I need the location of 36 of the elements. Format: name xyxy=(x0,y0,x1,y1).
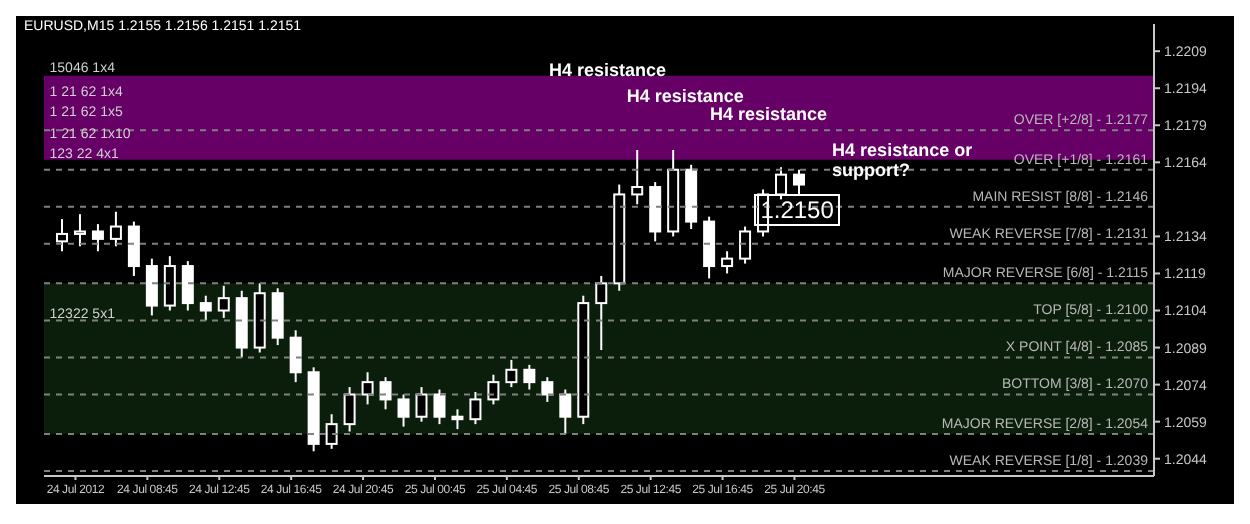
candlestick xyxy=(55,218,68,253)
candlestick xyxy=(379,376,392,411)
candlestick xyxy=(289,329,302,384)
candlestick xyxy=(343,386,356,433)
candlestick xyxy=(523,363,536,391)
candlestick xyxy=(73,213,86,248)
candlestick xyxy=(181,260,194,312)
candlestick xyxy=(127,220,140,277)
candlestick xyxy=(163,255,176,312)
candlestick xyxy=(649,181,662,243)
candlestick xyxy=(433,388,446,426)
candlestick xyxy=(91,223,104,253)
candlestick xyxy=(271,287,284,347)
candlestick xyxy=(361,371,374,406)
candlestick xyxy=(325,413,338,450)
candlestick xyxy=(145,257,158,317)
candlestick xyxy=(397,393,410,428)
candlestick xyxy=(199,294,212,322)
candlestick xyxy=(721,250,734,275)
candlestick xyxy=(415,386,428,423)
candlestick xyxy=(559,388,572,436)
annotation: H4 resistance xyxy=(710,103,828,125)
candlestick xyxy=(469,391,482,426)
candlestick xyxy=(703,215,716,280)
candlestick xyxy=(595,274,608,352)
annotation: H4 resistance or support? xyxy=(832,139,975,183)
candlestick xyxy=(631,148,644,206)
candlestick xyxy=(109,210,122,248)
candlestick xyxy=(217,284,230,319)
candlestick xyxy=(451,408,464,431)
candlestick xyxy=(505,358,518,389)
candlestick xyxy=(541,376,554,403)
annotation: H4 resistance xyxy=(626,85,744,107)
candlestick xyxy=(487,373,500,406)
candlestick xyxy=(739,225,752,265)
annotation: H4 resistance xyxy=(549,60,667,82)
